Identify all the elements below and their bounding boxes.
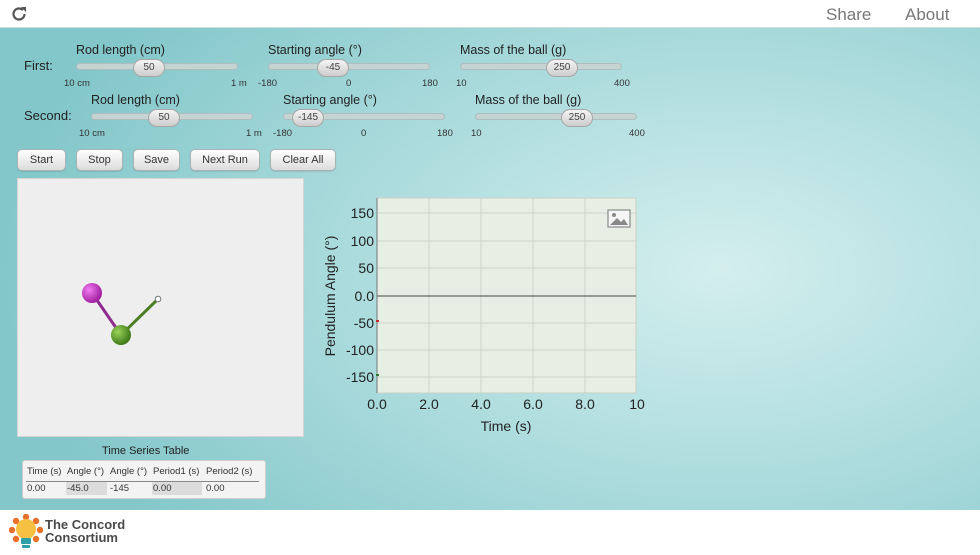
save-button[interactable]: Save <box>133 149 180 171</box>
second-mass-handle[interactable]: 250 <box>561 109 593 127</box>
table-header: Angle (°) <box>110 466 148 477</box>
x-tick: 6.0 <box>523 396 543 412</box>
table-header: Period2 (s) <box>206 466 253 477</box>
logo-line1: The Concord <box>45 517 126 532</box>
y-tick: 150 <box>351 205 375 221</box>
table-cell: 0.00 <box>206 483 225 494</box>
x-tick: 0.0 <box>367 396 387 412</box>
first-angle-title: Starting angle (°) <box>268 43 362 57</box>
second-mass-min: 10 <box>471 128 482 139</box>
first-mass-slider[interactable] <box>460 63 622 70</box>
clear-all-button[interactable]: Clear All <box>270 149 336 171</box>
second-rod-title: Rod length (cm) <box>91 93 180 107</box>
reload-icon[interactable] <box>10 5 28 23</box>
first-mass-handle[interactable]: 250 <box>546 59 578 77</box>
first-angle-mid: 0 <box>346 78 352 89</box>
table-divider <box>26 481 259 482</box>
about-link[interactable]: About <box>905 5 950 24</box>
image-icon[interactable] <box>607 209 631 228</box>
second-rod-handle[interactable]: 50 <box>148 109 180 127</box>
first-rod-handle[interactable]: 50 <box>133 59 165 77</box>
second-mass-max: 400 <box>629 128 645 139</box>
footer <box>0 510 980 555</box>
stop-button[interactable]: Stop <box>76 149 123 171</box>
x-tick: 10 <box>629 396 645 412</box>
concord-logo-icon <box>9 513 43 548</box>
y-tick: -150 <box>346 369 374 385</box>
table-cell: -45.0 <box>66 482 107 495</box>
table-header: Time (s) <box>27 466 62 477</box>
x-tick: 4.0 <box>471 396 491 412</box>
second-mass-slider[interactable] <box>475 113 637 120</box>
next-run-button[interactable]: Next Run <box>190 149 260 171</box>
y-tick: -50 <box>354 315 374 331</box>
first-angle-min: -180 <box>258 78 278 89</box>
time-series-table: Time (s) Angle (°) Angle (°) Period1 (s)… <box>22 460 266 499</box>
pendulum-ball-2 <box>111 325 131 345</box>
logo-line2: Consortium <box>45 530 118 545</box>
y-tick: 50 <box>358 260 374 276</box>
first-rod-min: 10 cm <box>64 78 90 89</box>
second-label: Second: <box>24 108 72 123</box>
table-header: Period1 (s) <box>153 466 200 477</box>
first-angle-handle[interactable]: -45 <box>317 59 349 77</box>
table-cell: -145 <box>110 483 130 494</box>
table-cell: 0.00 <box>152 482 202 495</box>
first-mass-max: 400 <box>614 78 630 89</box>
first-angle-slider[interactable] <box>268 63 430 70</box>
share-link[interactable]: Share <box>826 5 872 24</box>
first-mass-title: Mass of the ball (g) <box>460 43 567 57</box>
y-tick: 100 <box>351 233 375 249</box>
pendulum-canvas[interactable] <box>17 178 304 437</box>
first-angle-max: 180 <box>422 78 438 89</box>
second-angle-max: 180 <box>437 128 453 139</box>
y-tick: -100 <box>346 342 374 358</box>
x-tick: 2.0 <box>419 396 439 412</box>
table-title: Time Series Table <box>102 445 190 457</box>
x-axis-label: Time (s) <box>481 418 532 434</box>
second-angle-mid: 0 <box>361 128 367 139</box>
start-button[interactable]: Start <box>17 149 66 171</box>
angle-graph[interactable]: 150 100 50 0.0 -50 -100 -150 0.0 2.0 4.0… <box>318 190 658 440</box>
pivot-point <box>154 295 162 303</box>
second-angle-handle[interactable]: -145 <box>292 109 324 127</box>
pendulum-ball-1 <box>82 283 102 303</box>
second-rod-max: 1 m <box>246 128 262 139</box>
y-tick: 0.0 <box>355 288 375 304</box>
first-rod-max: 1 m <box>231 78 247 89</box>
first-label: First: <box>24 58 53 73</box>
y-axis-label: Pendulum Angle (°) <box>322 236 338 357</box>
second-angle-title: Starting angle (°) <box>283 93 377 107</box>
top-bar: Share About <box>0 0 980 28</box>
second-angle-min: -180 <box>273 128 293 139</box>
x-tick: 8.0 <box>575 396 595 412</box>
concord-logo-text[interactable]: The Concord Consortium <box>45 518 125 544</box>
second-rod-min: 10 cm <box>79 128 105 139</box>
second-angle-slider[interactable] <box>283 113 445 120</box>
table-cell: 0.00 <box>27 483 46 494</box>
table-header: Angle (°) <box>67 466 105 477</box>
first-mass-min: 10 <box>456 78 467 89</box>
second-mass-title: Mass of the ball (g) <box>475 93 582 107</box>
first-rod-title: Rod length (cm) <box>76 43 165 57</box>
